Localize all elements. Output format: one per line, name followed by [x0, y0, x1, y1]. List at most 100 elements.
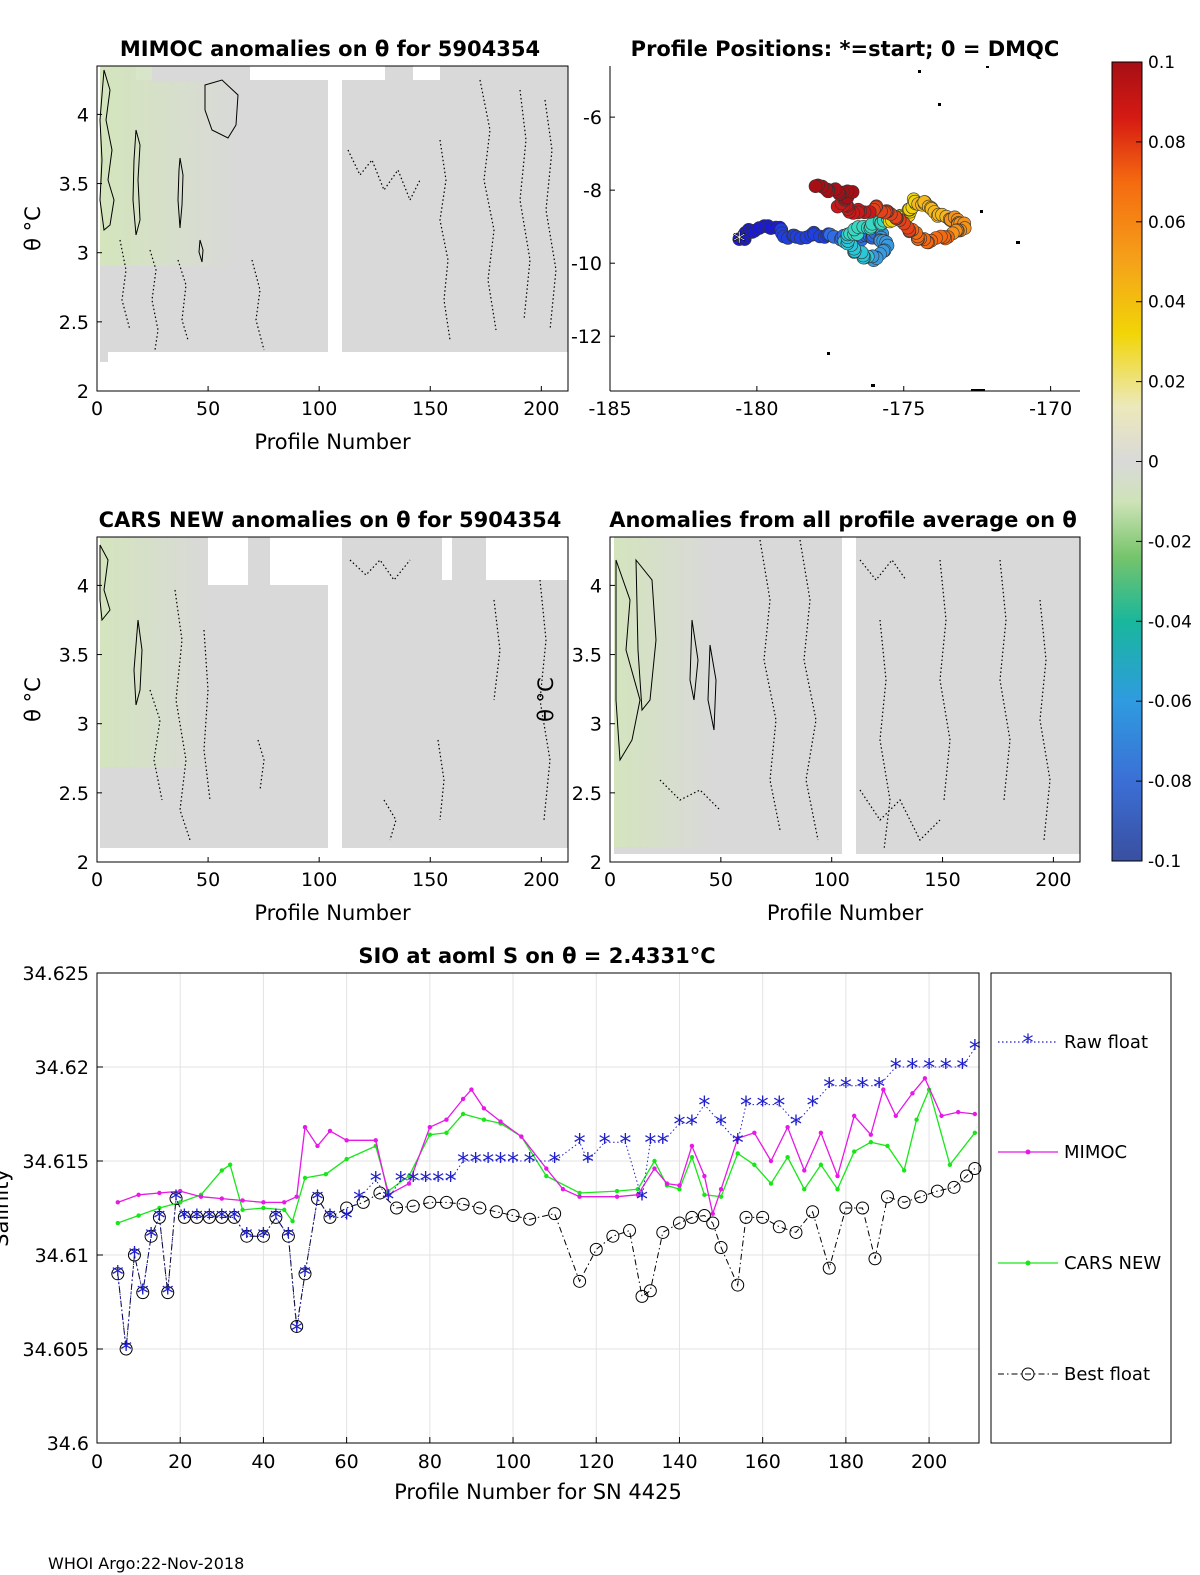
x-tick-label: 50: [709, 869, 733, 891]
legend-box: [990, 972, 1172, 1444]
mimoc-field-right: [342, 80, 568, 352]
allprof-field-green: [614, 537, 714, 847]
mimoc-point: [544, 1166, 549, 1171]
best-float-point: [731, 1278, 745, 1292]
raw-float-point: *: [619, 1129, 631, 1157]
y-tick-label: 34.615: [23, 1151, 89, 1173]
y-axis-label: θ °C: [534, 677, 558, 722]
colorbar-tick-label: -0.06: [1148, 692, 1192, 712]
best-float-point: [897, 1195, 911, 1209]
raw-float-point: *: [445, 1167, 457, 1195]
cars-point: [282, 1207, 287, 1213]
mimoc-point: [818, 1130, 824, 1136]
mimoc-contour-solid-5: [198, 239, 204, 263]
cars-dot-1: [174, 589, 191, 841]
raw-float-point: *: [395, 1167, 407, 1195]
cars-field-right-cap: [342, 537, 442, 585]
cars-field-gap1: [208, 537, 248, 585]
mimoc-point: [219, 1196, 225, 1201]
raw-float-point: *: [241, 1223, 253, 1251]
best-float-point: [573, 1274, 587, 1288]
cars-dot-9: [383, 799, 397, 841]
y-tick-label: 4: [77, 575, 89, 597]
cars-point: [323, 1171, 329, 1177]
cars-point: [261, 1205, 266, 1211]
island-4: [1016, 241, 1020, 244]
y-tick-label: -8: [583, 180, 602, 202]
x-tick-label: 0: [91, 869, 103, 891]
x-axis-label: Profile Number for SN 4425: [394, 1480, 682, 1504]
x-tick-label: 200: [911, 1451, 947, 1473]
mimoc-point: [881, 1087, 886, 1092]
mimoc-point: [469, 1087, 474, 1092]
x-tick-label: 0: [91, 398, 103, 420]
raw-float-point: *: [890, 1054, 902, 1082]
series-raw-float: ********* * * * ** ******* ***** * * * ** * * * * * ****…: [112, 1035, 981, 1364]
cars-point: [702, 1192, 707, 1198]
best-float-point: [406, 1199, 420, 1213]
mimoc-contour-solid-4: [177, 157, 184, 229]
cars-point: [785, 1155, 790, 1160]
x-axis-label: Profile Number: [254, 901, 411, 925]
y-axis-label: Salinity: [0, 1169, 13, 1247]
y-tick-label: -6: [583, 107, 602, 129]
colorbar-tick-label: -0.1: [1148, 852, 1181, 872]
best-float-point: [623, 1224, 637, 1238]
raw-float-point: *: [178, 1204, 190, 1232]
mimoc-dot-5: [439, 139, 451, 341]
mimoc-point: [868, 1132, 874, 1137]
mimoc-point: [768, 1158, 774, 1164]
positions-axis-lines: [609, 66, 1080, 392]
mimoc-dot-2: [177, 259, 189, 341]
y-tick-label: 2: [77, 381, 89, 403]
raw-float-point: *: [923, 1054, 935, 1082]
best-float-point: [127, 1248, 141, 1262]
allprof-dot-3: [859, 558, 907, 581]
cars-axes-box: [96, 536, 569, 863]
x-tick-label: 40: [251, 1451, 275, 1473]
raw-float-point: *: [341, 1204, 353, 1232]
raw-float-point: *: [773, 1092, 785, 1120]
y-tick-label: -10: [571, 253, 602, 275]
mimoc-dot-9: [119, 239, 131, 331]
x-tick-label: 200: [1035, 869, 1071, 891]
cars-point: [577, 1190, 582, 1196]
x-tick-label: -175: [882, 398, 925, 420]
mimoc-point: [498, 1119, 503, 1124]
salinity-axes-box: [96, 972, 980, 1444]
raw-float-point: *: [353, 1186, 365, 1214]
best-float-point: [789, 1225, 803, 1239]
mimoc-point: [785, 1124, 790, 1130]
x-tick-label: -185: [588, 398, 631, 420]
raw-float-point: *: [482, 1148, 494, 1176]
raw-float-point: *: [549, 1148, 561, 1176]
raw-float-point: *: [644, 1129, 656, 1157]
x-tick-label: 150: [412, 869, 448, 891]
raw-float-point: *: [686, 1110, 698, 1138]
raw-float-point: *: [145, 1223, 157, 1251]
mimoc-contour-solid-1: [99, 69, 115, 231]
positions-track: *: [732, 178, 972, 268]
allprof-contour-solid-4: [707, 644, 717, 731]
best-float-point: [756, 1210, 770, 1224]
cars-point: [718, 1194, 724, 1199]
cars-point: [219, 1168, 225, 1173]
mimoc-point: [635, 1192, 641, 1198]
salinity-title: SIO at aoml S on θ = 2.4331°C: [358, 944, 715, 968]
y-tick-label: 2.5: [572, 783, 602, 805]
cars-point: [851, 1149, 857, 1154]
x-tick-label: 150: [412, 398, 448, 420]
colorbar-tick-label: -0.08: [1148, 772, 1192, 792]
positions-axes: -185 -180 -175 -170 -12 -10 -8 -6: [571, 107, 1072, 420]
legend-mimoc-label: MIMOC: [1064, 1142, 1127, 1163]
x-tick-label: 100: [495, 1451, 531, 1473]
x-tick-label: 0: [604, 869, 616, 891]
y-tick-label: 34.605: [23, 1339, 89, 1361]
mimoc-point: [115, 1200, 121, 1205]
raw-float-point: *: [203, 1204, 215, 1232]
footer-credit: WHOI Argo:22-Nov-2018: [48, 1554, 245, 1573]
mimoc-point: [406, 1181, 412, 1186]
mimoc-point: [835, 1173, 840, 1179]
cars-field-right: [342, 580, 568, 848]
cars-point: [802, 1187, 807, 1192]
